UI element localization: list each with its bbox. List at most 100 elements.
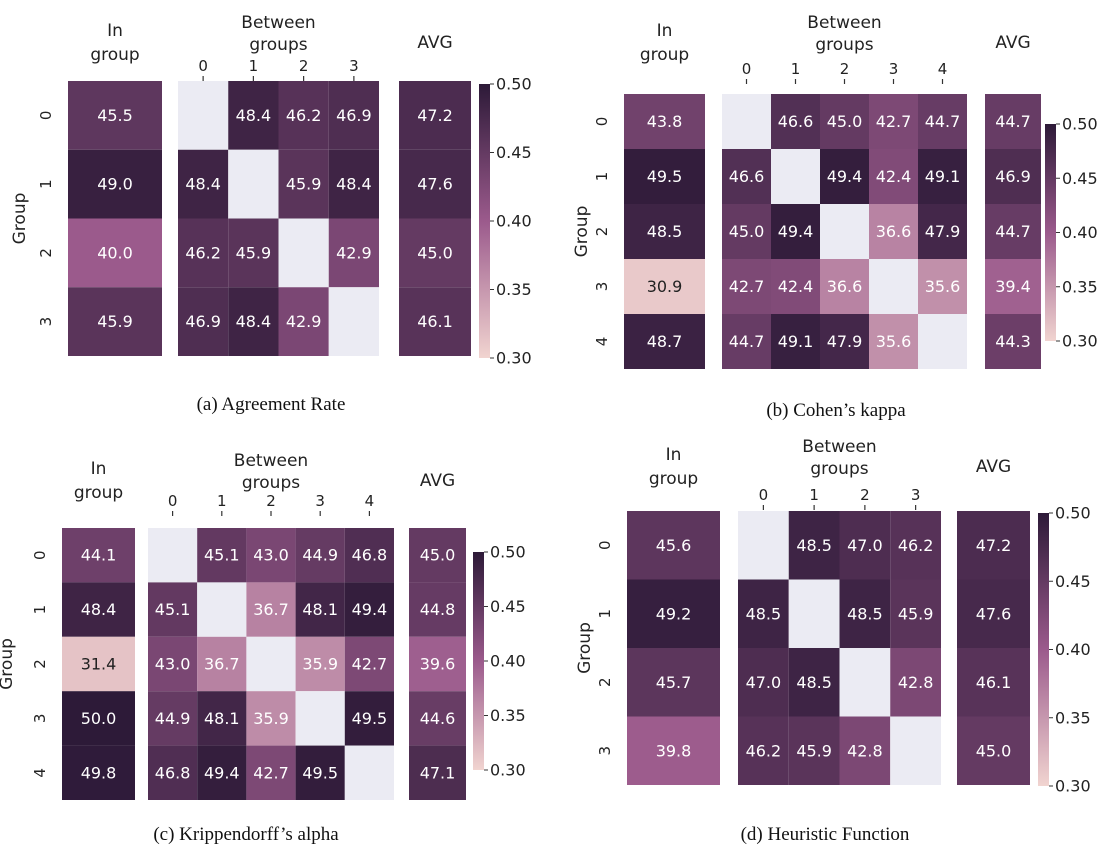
in-group-cell	[68, 149, 162, 219]
avg-header: AVG	[420, 471, 455, 491]
between-cell-label: 48.4	[236, 106, 272, 125]
between-cell-label: 45.1	[155, 600, 191, 619]
between-cell	[295, 582, 345, 637]
missing-cell	[148, 528, 198, 583]
in-group-cell-label: 31.4	[81, 655, 117, 674]
between-cell-label: 46.6	[729, 167, 765, 186]
between-cell	[148, 636, 198, 692]
in-group-cell	[68, 287, 162, 356]
between-cell	[344, 528, 394, 583]
between-cell-label: 46.9	[336, 106, 372, 125]
between-cell	[771, 204, 820, 259]
panel-caption: (b) Cohen’s kappa	[766, 400, 906, 421]
between-cell-label: 49.4	[204, 763, 240, 782]
row-tick-label: 1	[596, 609, 614, 619]
between-cell	[295, 528, 345, 583]
between-cell	[197, 636, 247, 692]
missing-cell	[178, 81, 229, 150]
between-cell-label: 47.9	[925, 222, 961, 241]
colorbar-tick-label: 0.50	[490, 543, 526, 562]
colorbar-tick-label: 0.50	[1055, 504, 1091, 523]
between-cell	[722, 314, 771, 369]
column-tick-label: 1	[249, 57, 259, 75]
avg-header: AVG	[995, 33, 1030, 53]
column-tick-label: 3	[315, 492, 325, 510]
between-cell-label: 43.0	[155, 655, 191, 674]
between-cell-label: 45.9	[898, 604, 934, 623]
colorbar-tick-label: 0.30	[1055, 777, 1091, 796]
between-cell-label: 46.2	[286, 106, 322, 125]
missing-cell	[197, 582, 247, 637]
avg-cell	[957, 511, 1030, 580]
colorbar-tick-label: 0.35	[496, 280, 532, 299]
between-cell	[890, 579, 941, 648]
row-tick-label: 0	[31, 550, 49, 560]
between-cell	[246, 691, 296, 746]
between-cell-label: 49.5	[302, 763, 338, 782]
in-group-header-line2: group	[649, 469, 698, 489]
avg-cell	[399, 81, 471, 150]
missing-cell	[246, 636, 296, 692]
between-cell	[839, 716, 891, 785]
between-cell-label: 42.8	[847, 741, 883, 760]
missing-cell	[918, 314, 967, 369]
between-cell-label: 36.6	[876, 222, 912, 241]
colorbar	[1045, 124, 1056, 341]
between-cell	[788, 511, 840, 580]
row-tick-label: 3	[593, 282, 611, 292]
y-axis-label: Group	[575, 622, 595, 674]
in-group-cell-label: 43.8	[647, 112, 683, 131]
between-cell-label: 48.1	[204, 709, 240, 728]
between-cell-label: 45.9	[236, 243, 272, 262]
in-group-cell	[62, 528, 135, 583]
between-cell-label: 42.9	[286, 312, 322, 331]
column-tick-label: 2	[860, 486, 870, 504]
between-cell	[839, 511, 891, 580]
in-group-cell-label: 48.5	[647, 222, 683, 241]
between-cell-label: 42.4	[876, 167, 912, 186]
column-tick-label: 3	[911, 486, 921, 504]
colorbar-tick-label: 0.40	[490, 652, 526, 671]
colorbar-tick-label: 0.40	[496, 212, 532, 231]
y-axis-label: Group	[10, 193, 30, 245]
avg-cell-label: 44.7	[995, 222, 1031, 241]
y-axis-label: Group	[572, 206, 592, 258]
between-cell	[839, 579, 891, 648]
between-cell	[869, 94, 918, 149]
missing-cell	[722, 94, 771, 149]
in-group-header-line1: In	[666, 445, 682, 465]
y-axis-label: Group	[0, 638, 17, 690]
missing-cell	[295, 691, 345, 746]
between-header-line2: groups	[815, 35, 873, 55]
colorbar-tick-label: 0.45	[1062, 169, 1098, 188]
between-cell	[178, 287, 229, 356]
between-cell	[197, 528, 247, 583]
row-tick-label: 3	[596, 746, 614, 756]
column-tick-label: 2	[266, 492, 276, 510]
column-tick-label: 1	[791, 60, 801, 78]
in-group-cell-label: 49.5	[647, 167, 683, 186]
missing-cell	[228, 149, 279, 219]
between-cell-label: 46.2	[746, 741, 782, 760]
row-tick-label: 3	[31, 714, 49, 724]
between-cell-label: 48.5	[796, 536, 832, 555]
row-tick-label: 2	[31, 659, 49, 669]
between-cell-label: 46.2	[185, 243, 221, 262]
panel-caption: (d) Heuristic Function	[741, 824, 910, 845]
colorbar	[479, 84, 490, 358]
row-tick-label: 3	[37, 317, 55, 327]
between-cell	[197, 745, 247, 800]
between-cell-label: 42.7	[876, 112, 912, 131]
between-cell-label: 49.4	[352, 600, 388, 619]
in-group-cell-label: 40.0	[97, 243, 133, 262]
between-cell	[722, 149, 771, 204]
between-cell-label: 48.4	[236, 312, 272, 331]
avg-header: AVG	[417, 33, 452, 53]
avg-cell-label: 45.0	[976, 741, 1012, 760]
avg-cell	[409, 691, 466, 746]
in-group-cell-label: 49.0	[97, 175, 133, 194]
column-tick-label: 0	[742, 60, 752, 78]
between-cell-label: 35.6	[876, 332, 912, 351]
